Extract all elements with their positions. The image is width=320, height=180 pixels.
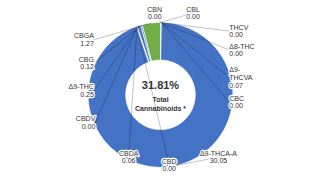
svg-text:THCV0.00: THCV0.00 xyxy=(229,24,248,39)
svg-text:CBD0.00: CBD0.00 xyxy=(162,158,177,173)
svg-text:Δ9-THC0.25: Δ9-THC0.25 xyxy=(69,83,94,98)
svg-text:CBGA1.27: CBGA1.27 xyxy=(74,32,94,47)
svg-text:Δ8-THC0.00: Δ8-THC0.00 xyxy=(229,43,254,58)
svg-text:CBL0.00: CBL0.00 xyxy=(186,6,200,21)
svg-text:Δ9-THCVA0.07: Δ9-THCVA0.07 xyxy=(229,66,253,88)
svg-text:CBC0.00: CBC0.00 xyxy=(229,95,244,110)
svg-text:Δ9-THCA-A30.05: Δ9-THCA-A30.05 xyxy=(200,150,237,165)
svg-text:CBDA0.06: CBDA0.06 xyxy=(119,150,139,165)
svg-text:CBN0.00: CBN0.00 xyxy=(147,6,162,21)
svg-text:CBDV0.00: CBDV0.00 xyxy=(76,115,96,130)
svg-text:31.81%: 31.81% xyxy=(142,79,180,91)
svg-text:CBG0.12: CBG0.12 xyxy=(79,56,94,71)
svg-text:TotalCannabinoids *: TotalCannabinoids * xyxy=(135,96,186,112)
